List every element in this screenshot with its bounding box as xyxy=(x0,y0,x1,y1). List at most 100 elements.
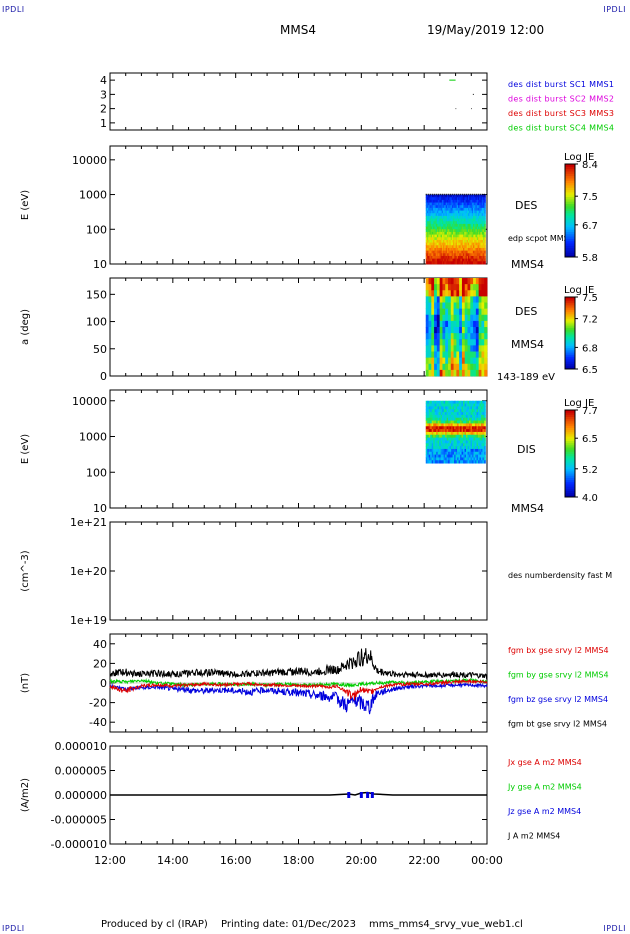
spectrogram-cell xyxy=(435,221,438,225)
spectrogram-cell xyxy=(472,237,475,241)
spectrogram-cell xyxy=(445,223,448,228)
spectrogram-cell xyxy=(471,255,474,260)
spectrogram-cell xyxy=(429,221,432,225)
pitch-angle-cell xyxy=(459,320,463,328)
spectrogram-cell xyxy=(464,431,467,436)
spectrogram-cell xyxy=(466,231,469,236)
spectrogram-cell xyxy=(458,434,461,439)
colorbar-segment xyxy=(565,460,575,463)
spectrogram-cell xyxy=(482,253,485,257)
spectrogram-cell xyxy=(445,448,448,453)
spectrogram-cell xyxy=(479,234,481,238)
pitch-angle-cell xyxy=(481,357,485,365)
spectrogram-cell xyxy=(450,226,453,230)
spectrogram-cell xyxy=(477,250,480,254)
colorbar-tick-label: 4.0 xyxy=(582,493,598,504)
colorbar-segment xyxy=(565,420,575,424)
spectrogram-cell xyxy=(439,451,442,456)
spectrogram-cell xyxy=(436,420,439,424)
colorbar-segment xyxy=(565,247,575,251)
spectrogram-cell xyxy=(454,412,456,416)
spectrogram-cell xyxy=(473,457,476,461)
spectrogram-cell xyxy=(468,237,470,241)
legend-entry: des numberdensity fast M xyxy=(508,571,612,580)
pitch-angle-cell xyxy=(442,320,446,328)
spectrogram-cell xyxy=(464,412,467,416)
spectrogram-cell xyxy=(465,231,468,236)
pitch-angle-cell xyxy=(484,284,488,291)
pitch-angle-cell xyxy=(448,284,452,291)
spectrogram-cell xyxy=(461,213,464,217)
spectrogram-cell xyxy=(484,253,486,257)
spectrogram-cell xyxy=(471,231,474,236)
pitch-angle-cell xyxy=(450,290,454,297)
spectrogram-cell xyxy=(476,194,479,198)
spectrogram-cell xyxy=(428,221,430,225)
colorbar-segment xyxy=(565,307,575,311)
spectrogram-cell xyxy=(469,406,471,410)
spectrogram-cell xyxy=(438,213,440,217)
spectrogram-cell xyxy=(434,406,437,410)
spectrogram-cell xyxy=(451,448,453,453)
spectrogram-cell xyxy=(443,443,446,447)
colorbar-segment xyxy=(565,182,575,186)
spectrogram-cell xyxy=(428,414,431,419)
spectrogram-cell xyxy=(451,215,454,219)
spectrogram-cell xyxy=(464,403,467,407)
spectrogram-cell xyxy=(475,215,478,219)
colorbar-segment xyxy=(565,173,575,177)
spectrogram-cell xyxy=(456,215,459,219)
spectrogram-cell xyxy=(473,420,476,424)
spectrogram-cell xyxy=(480,223,483,228)
colorbar-segment xyxy=(565,336,575,339)
spacecraft-label: MMS4 xyxy=(511,258,544,271)
spectrogram-cell xyxy=(480,420,483,424)
colorbar-segment xyxy=(565,189,575,193)
pitch-angle-cell xyxy=(436,320,441,328)
pitch-angle-cell xyxy=(475,357,480,365)
spectrogram-cell xyxy=(460,255,463,260)
spectrogram-cell xyxy=(456,194,459,198)
y-tick-label: 0.000005 xyxy=(55,765,108,778)
spectrogram-cell xyxy=(441,245,444,249)
spectrogram-cell xyxy=(469,229,471,233)
spectrogram-cell xyxy=(433,454,436,458)
spectrogram-cell xyxy=(448,440,451,444)
spectrogram-cell xyxy=(463,231,465,236)
colorbar-segment xyxy=(565,455,575,459)
spectrogram-cell xyxy=(436,231,439,236)
spectrogram-cell xyxy=(425,403,428,407)
spectrogram-cell xyxy=(479,406,482,410)
spectrogram-cell xyxy=(450,253,453,257)
spectrogram-cell xyxy=(440,237,443,241)
spectrogram-cell xyxy=(460,250,463,254)
spectrogram-cell xyxy=(425,423,428,427)
spectrogram-cell xyxy=(454,426,456,430)
pitch-angle-cell xyxy=(445,363,449,371)
spectrogram-cell xyxy=(474,420,477,424)
spectrogram-cell xyxy=(434,409,437,413)
spectrogram-cell xyxy=(428,440,431,444)
spectrogram-cell xyxy=(459,239,461,244)
spectrogram-cell xyxy=(472,231,475,236)
pitch-angle-cell xyxy=(467,308,471,316)
colorbar-segment xyxy=(565,444,575,448)
spectrogram-cell xyxy=(446,429,449,433)
colorbar-segment xyxy=(565,250,575,253)
spectrogram-cell xyxy=(472,210,475,214)
spectrogram-cell xyxy=(439,229,442,233)
spectrogram-cell xyxy=(464,414,467,419)
spectrogram-cell xyxy=(430,454,433,458)
spectrogram-cell xyxy=(426,231,429,236)
spectrogram-cell xyxy=(479,215,481,219)
spectrogram-cell xyxy=(428,443,431,447)
spectrogram-cell xyxy=(466,202,469,206)
spectrogram-cell xyxy=(434,414,437,419)
spectrogram-cell xyxy=(430,210,433,214)
colorbar-segment xyxy=(565,229,575,232)
pitch-angle-cell xyxy=(478,363,482,371)
spectrogram-cell xyxy=(430,207,433,211)
pitch-angle-cell xyxy=(470,314,474,322)
spectrogram-cell xyxy=(453,253,455,257)
spectrogram-cell xyxy=(463,457,465,461)
